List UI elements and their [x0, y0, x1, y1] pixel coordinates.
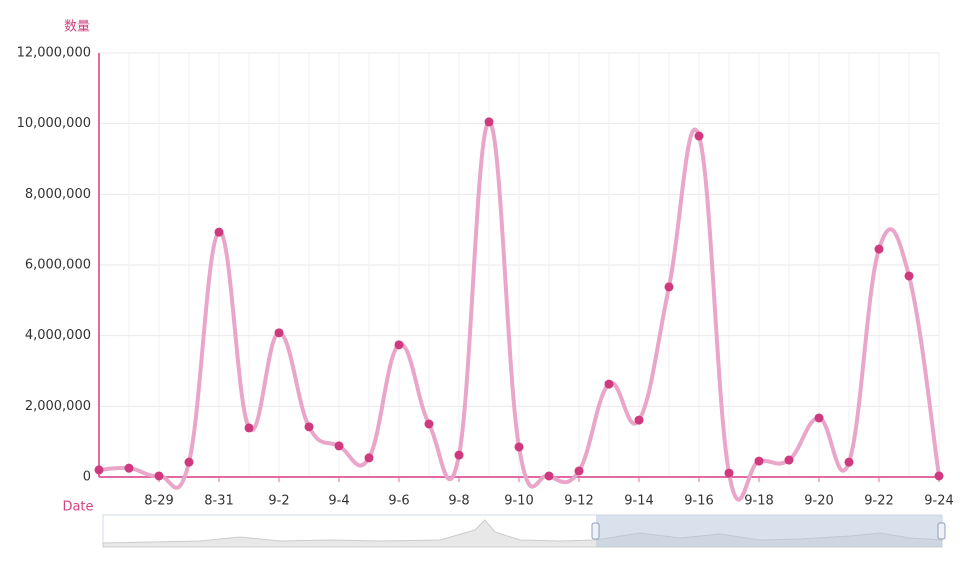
data-point	[724, 468, 734, 478]
x-tick-label: 9-8	[448, 494, 469, 509]
data-point	[304, 422, 314, 432]
data-point	[94, 465, 104, 475]
y-tick-label: 4,000,000	[25, 328, 91, 343]
x-tick-label: 8-31	[204, 494, 234, 509]
x-tick-label: 9-20	[804, 494, 834, 509]
x-tick-label: 9-22	[864, 494, 894, 509]
data-point	[244, 423, 254, 433]
zoom-window[interactable]	[596, 515, 942, 547]
x-tick-label: 9-16	[684, 494, 714, 509]
data-point	[904, 271, 914, 281]
data-zoom[interactable]	[102, 514, 946, 548]
x-tick-label: 9-4	[328, 494, 349, 509]
data-point	[514, 442, 524, 452]
y-tick-label: 0	[83, 470, 91, 485]
x-tick-label: 9-18	[744, 494, 774, 509]
data-point	[874, 244, 884, 254]
x-tick-label: 9-2	[268, 494, 289, 509]
data-point	[574, 466, 584, 476]
y-tick-label: 8,000,000	[25, 187, 91, 202]
data-point	[394, 340, 404, 350]
data-point	[274, 328, 284, 338]
x-tick-label: 9-24	[924, 494, 954, 509]
data-point	[634, 415, 644, 425]
y-tick-label: 2,000,000	[25, 399, 91, 414]
data-point	[544, 471, 554, 481]
zoom-handle[interactable]	[591, 522, 600, 540]
data-point	[664, 282, 674, 292]
data-point	[484, 117, 494, 127]
data-point	[934, 471, 944, 481]
data-point	[754, 456, 764, 466]
zoom-handle[interactable]	[937, 522, 946, 540]
data-point	[784, 455, 794, 465]
data-point	[124, 463, 134, 473]
data-point	[364, 453, 374, 463]
x-tick-label: 9-6	[388, 494, 409, 509]
x-tick-label: 9-12	[564, 494, 594, 509]
y-axis-name: 数量	[64, 20, 90, 35]
y-tick-label: 10,000,000	[17, 116, 91, 131]
data-point	[334, 441, 344, 451]
data-point	[844, 457, 854, 467]
data-point	[154, 471, 164, 481]
y-tick-label: 6,000,000	[25, 258, 91, 273]
data-point	[604, 379, 614, 389]
data-point	[454, 450, 464, 460]
data-point	[214, 227, 224, 237]
data-point	[184, 457, 194, 467]
y-tick-label: 12,000,000	[17, 46, 91, 61]
x-tick-label: 9-14	[624, 494, 654, 509]
x-tick-label: 9-10	[504, 494, 534, 509]
x-tick-label: 8-29	[144, 494, 174, 509]
data-point	[814, 413, 824, 423]
data-point	[424, 419, 434, 429]
x-axis-name: Date	[62, 500, 93, 515]
data-point	[694, 131, 704, 141]
